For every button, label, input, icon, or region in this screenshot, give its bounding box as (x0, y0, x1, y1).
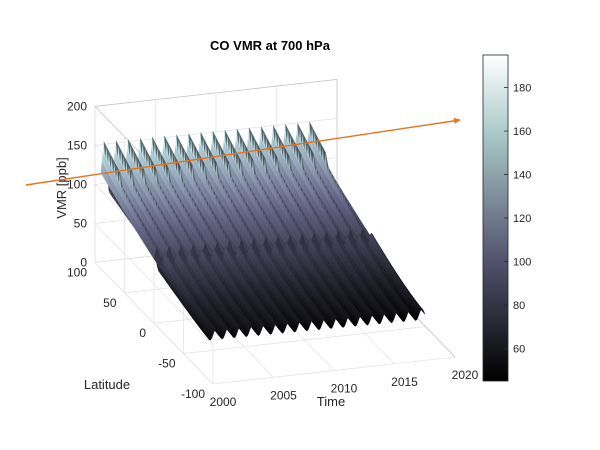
data-surface (100, 121, 426, 341)
